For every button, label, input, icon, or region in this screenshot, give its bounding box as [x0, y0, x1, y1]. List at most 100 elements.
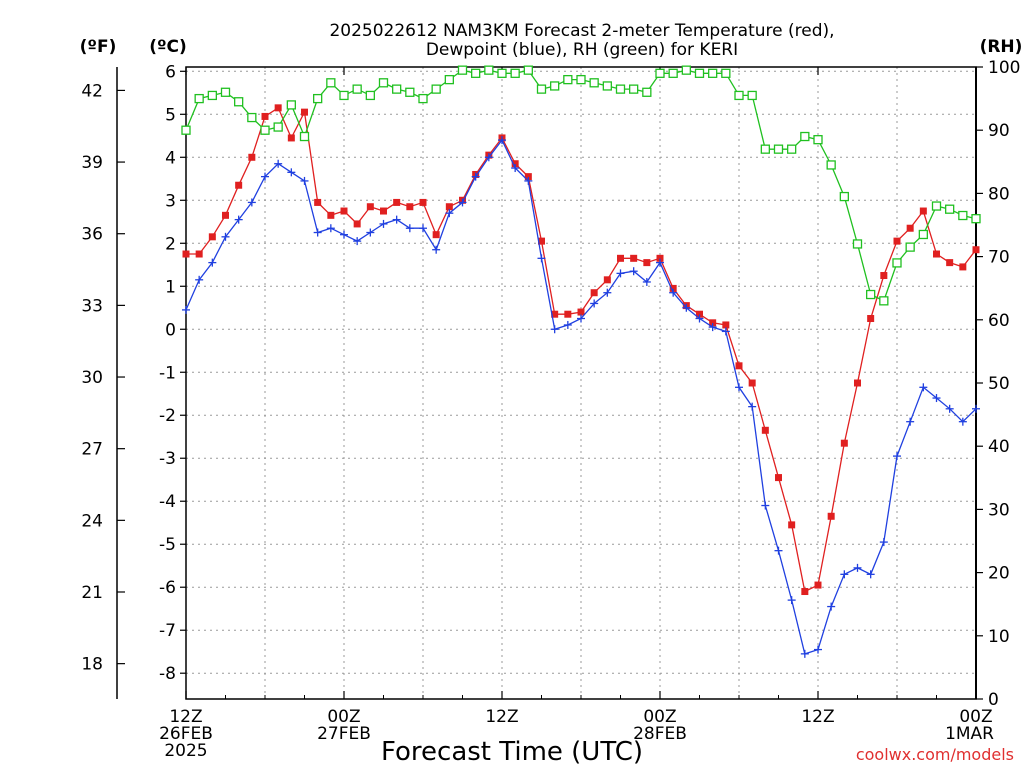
celsius-tick-label: 5: [165, 105, 176, 125]
rh-point: [444, 74, 454, 85]
rh-point: [576, 74, 586, 85]
dewpoint-point: [419, 224, 427, 233]
rh-point: [760, 144, 770, 154]
rh-point: [892, 258, 902, 268]
temperature-point: [577, 308, 585, 316]
temperature-point: [524, 173, 532, 181]
temperature-point: [261, 112, 269, 120]
rh-point: [773, 144, 784, 154]
dewpoint-point: [247, 198, 256, 207]
celsius-tick-label: 3: [165, 191, 176, 211]
temperature-point: [827, 512, 835, 520]
dewpoint-point: [919, 383, 928, 392]
rh-point: [326, 78, 336, 88]
dewpoint-point: [893, 452, 901, 461]
dewpoint-point: [590, 299, 599, 308]
chart-title-line1: 2025022612 NAM3KM Forecast 2-meter Tempe…: [329, 21, 834, 41]
temperature-point: [366, 203, 374, 211]
rh-point: [234, 97, 244, 107]
rh-point: [339, 90, 349, 101]
dewpoint-point: [682, 303, 691, 312]
rh-point: [945, 204, 955, 214]
temperature-point: [182, 250, 190, 258]
rh-point: [826, 160, 836, 170]
celsius-tick-label: -2: [159, 406, 176, 426]
rh-point: [694, 68, 705, 78]
dewpoint-point: [945, 404, 954, 413]
rh-point: [220, 87, 231, 97]
rh-point: [905, 242, 915, 252]
temperature-point: [919, 207, 927, 215]
dewpoint-point: [234, 215, 243, 224]
temperature-point: [959, 263, 967, 271]
dewpoint-point: [195, 275, 204, 284]
dewpoint-point: [827, 602, 836, 611]
dewpoint-point: [656, 258, 664, 267]
celsius-tick-label: -5: [159, 535, 176, 555]
temperature-point: [761, 426, 769, 434]
rh-tick-label: 100: [988, 58, 1020, 78]
dewpoint-point: [392, 215, 401, 224]
temperature-point: [788, 521, 796, 529]
celsius-tick-label: 1: [165, 277, 176, 297]
dewpoint-point: [721, 327, 730, 336]
temperature-point: [564, 310, 572, 318]
rh-point: [207, 90, 217, 101]
temperature-point: [340, 207, 348, 215]
dewpoint-point: [906, 417, 915, 426]
rh-tick-label: 20: [988, 564, 1010, 584]
temperature-point: [235, 181, 243, 189]
rh-tick-label: 50: [988, 374, 1010, 394]
celsius-tick-label: 2: [165, 234, 176, 254]
temperature-point: [933, 250, 940, 258]
fahrenheit-tick-label: 39: [81, 153, 103, 173]
dewpoint-point: [866, 570, 875, 579]
dewpoint-point: [577, 314, 585, 323]
rh-point: [352, 84, 362, 94]
dewpoint-point: [800, 649, 809, 658]
temperature-point: [538, 237, 545, 245]
x-tick-label: 28FEB: [633, 724, 687, 744]
x-tick-label: 12Z: [801, 707, 834, 727]
fahrenheit-tick-label: 24: [81, 511, 103, 531]
series-dewpoint: [182, 136, 980, 658]
dewpoint-point: [340, 230, 348, 239]
dewpoint-point: [603, 288, 612, 297]
rh-point: [563, 74, 573, 85]
dewpoint-point: [484, 153, 493, 162]
dewpoint-point: [511, 164, 520, 173]
dewpoint-point: [208, 258, 217, 267]
x-tick-label: 27FEB: [317, 724, 371, 744]
rh-point: [668, 68, 678, 78]
temperature-point: [432, 231, 440, 239]
x-tick-label: 26FEB: [159, 724, 213, 744]
rh-point: [747, 90, 757, 101]
dewpoint-point: [958, 417, 967, 426]
rh-tick-label: 30: [988, 500, 1010, 520]
dewpoint-point: [761, 501, 770, 510]
rh-point: [471, 68, 481, 78]
temperature-point: [906, 224, 914, 232]
rh-point: [273, 122, 283, 132]
temperature-point: [406, 203, 414, 211]
series-rh: [181, 65, 981, 306]
rh-tick-label: 80: [988, 184, 1010, 204]
temperature-point: [208, 233, 216, 241]
temperature-point: [840, 439, 848, 447]
rh-point: [879, 296, 889, 306]
celsius-unit-label: (ºC): [149, 37, 187, 57]
dewpoint-point: [550, 325, 559, 334]
rh-tick-label: 0: [988, 690, 999, 710]
credit-text: coolwx.com/models: [856, 745, 1014, 764]
temperature-point: [972, 246, 980, 254]
dewpoint-point: [695, 314, 704, 323]
dewpoint-point: [274, 159, 283, 168]
temperature-point: [801, 588, 809, 596]
temperature-point: [551, 310, 559, 318]
dewpoint-point: [366, 228, 375, 237]
temperature-point: [946, 259, 954, 267]
dewpoint-point: [261, 172, 269, 181]
temperature-point: [314, 198, 322, 206]
rh-point: [392, 84, 402, 94]
